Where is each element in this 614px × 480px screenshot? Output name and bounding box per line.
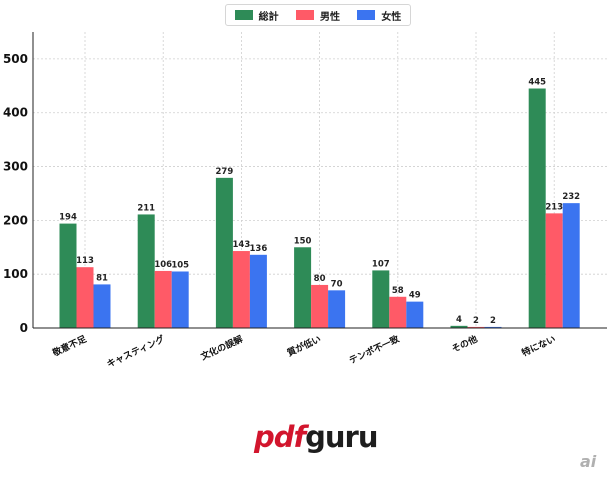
y-tick-label: 300: [3, 160, 28, 174]
bar: [93, 284, 111, 328]
bar: [215, 177, 233, 328]
data-label: 105: [171, 260, 189, 270]
bar: [76, 267, 94, 328]
bar-chart: 0 100 200 300 400 500 194 211 279 150 107 4 445 113 10…: [3, 32, 607, 370]
data-label: 70: [331, 279, 343, 289]
watermark-logo: ai: [580, 452, 602, 474]
data-label: 445: [528, 78, 546, 88]
bar: [545, 213, 563, 328]
data-label: 213: [545, 202, 563, 212]
data-label: 4: [456, 315, 462, 325]
chart-legend: 総計 男性 女性: [225, 4, 411, 26]
bar: [484, 326, 502, 328]
bar: [528, 88, 546, 328]
data-label: 279: [216, 167, 234, 177]
bar: [406, 301, 424, 328]
data-label: 107: [372, 259, 390, 269]
data-label: 232: [562, 192, 580, 202]
data-label: 143: [233, 240, 251, 250]
data-label: 106: [154, 260, 172, 270]
data-label: 136: [250, 244, 268, 254]
bar: [59, 223, 77, 328]
bar: [467, 326, 485, 328]
data-label: 2: [473, 316, 479, 326]
legend-item-male: 男性: [295, 8, 340, 23]
legend-item-total: 総計: [234, 8, 279, 23]
legend-label-female: 女性: [381, 11, 402, 23]
bar: [137, 214, 155, 328]
bar: [450, 325, 468, 328]
y-tick-label: 400: [3, 106, 28, 120]
bar: [328, 290, 346, 328]
data-label: 58: [392, 286, 404, 296]
pdf-guru-logo: pdfguru: [254, 420, 379, 454]
x-tick-label: 文化の誤解: [198, 333, 245, 363]
x-tick-label: キャスティング: [105, 333, 167, 370]
bar: [249, 254, 267, 328]
x-tick-label: その他: [450, 333, 480, 355]
legend-label-male: 男性: [319, 11, 340, 23]
x-tick-label: 敬意不足: [50, 332, 90, 359]
legend-item-female: 女性: [357, 8, 401, 23]
y-tick-label: 0: [20, 321, 28, 335]
x-tick-label: テンポ不一致: [347, 332, 402, 366]
data-label: 80: [314, 274, 326, 284]
logo-part-guru: guru: [305, 420, 378, 454]
data-label: 81: [96, 273, 108, 283]
bar: [171, 271, 189, 328]
legend-swatch-female: [357, 10, 376, 20]
y-tick-label: 200: [3, 213, 28, 227]
data-label: 49: [409, 291, 421, 301]
legend-label-total: 総計: [258, 11, 279, 23]
y-tick-label: 500: [3, 52, 28, 66]
bar: [232, 251, 250, 328]
bar: [389, 296, 407, 328]
watermark-text: ai: [580, 452, 597, 471]
data-label: 150: [294, 236, 312, 246]
logo-part-pdf: pdf: [254, 420, 306, 454]
x-tick-label: 特にない: [520, 333, 558, 359]
data-label: 211: [137, 203, 155, 213]
data-label: 2: [490, 316, 496, 326]
data-label: 113: [76, 256, 94, 266]
bar: [372, 270, 390, 328]
bar: [154, 270, 172, 328]
bar: [294, 247, 312, 328]
data-label: 194: [59, 213, 77, 223]
legend-swatch-male: [295, 10, 314, 20]
legend-swatch-total: [234, 10, 253, 20]
y-tick-label: 100: [3, 267, 28, 281]
x-tick-label: 質が低い: [285, 333, 323, 359]
bar: [311, 284, 329, 328]
bar: [562, 203, 580, 328]
